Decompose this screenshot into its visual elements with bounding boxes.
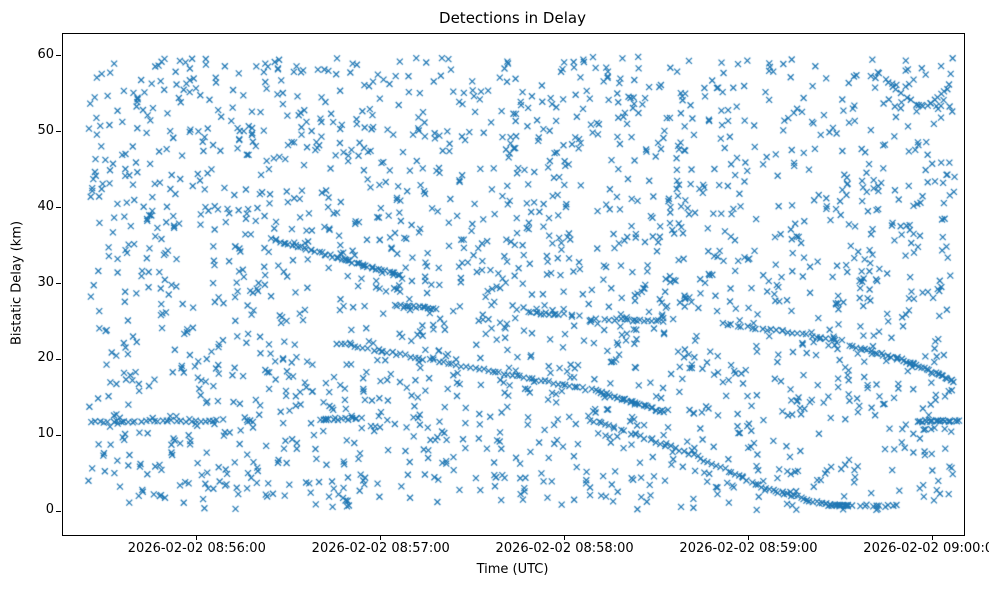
scatter-canvas (63, 34, 964, 535)
x-tick-label: 2026-02-02 08:56:00 (127, 541, 266, 556)
y-tick-mark (56, 55, 61, 57)
chart-title: Detections in Delay (439, 9, 586, 27)
y-tick-label: 40 (37, 198, 54, 214)
y-tick-mark (56, 207, 61, 209)
y-tick-label: 10 (37, 426, 54, 442)
x-tick-label: 2026-02-02 09:00:00 (863, 541, 989, 556)
y-tick-mark (56, 358, 61, 360)
axes (62, 33, 965, 536)
x-tick-mark (931, 535, 933, 540)
y-tick-mark (56, 131, 61, 133)
y-tick-mark (56, 510, 61, 512)
x-tick-mark (380, 535, 382, 540)
y-tick-label: 50 (37, 122, 54, 138)
y-tick-mark (56, 434, 61, 436)
x-tick-label: 2026-02-02 08:57:00 (311, 541, 450, 556)
x-tick-label: 2026-02-02 08:58:00 (495, 541, 634, 556)
x-tick-mark (564, 535, 566, 540)
x-tick-mark (196, 535, 198, 540)
y-tick-label: 60 (37, 46, 54, 62)
x-tick-mark (747, 535, 749, 540)
y-tick-label: 20 (37, 350, 54, 366)
y-tick-mark (56, 283, 61, 284)
y-tick-label: 30 (37, 274, 54, 290)
y-tick-label: 0 (45, 502, 54, 518)
x-axis-label: Time (UTC) (476, 562, 549, 577)
x-tick-label: 2026-02-02 08:59:00 (679, 541, 818, 556)
